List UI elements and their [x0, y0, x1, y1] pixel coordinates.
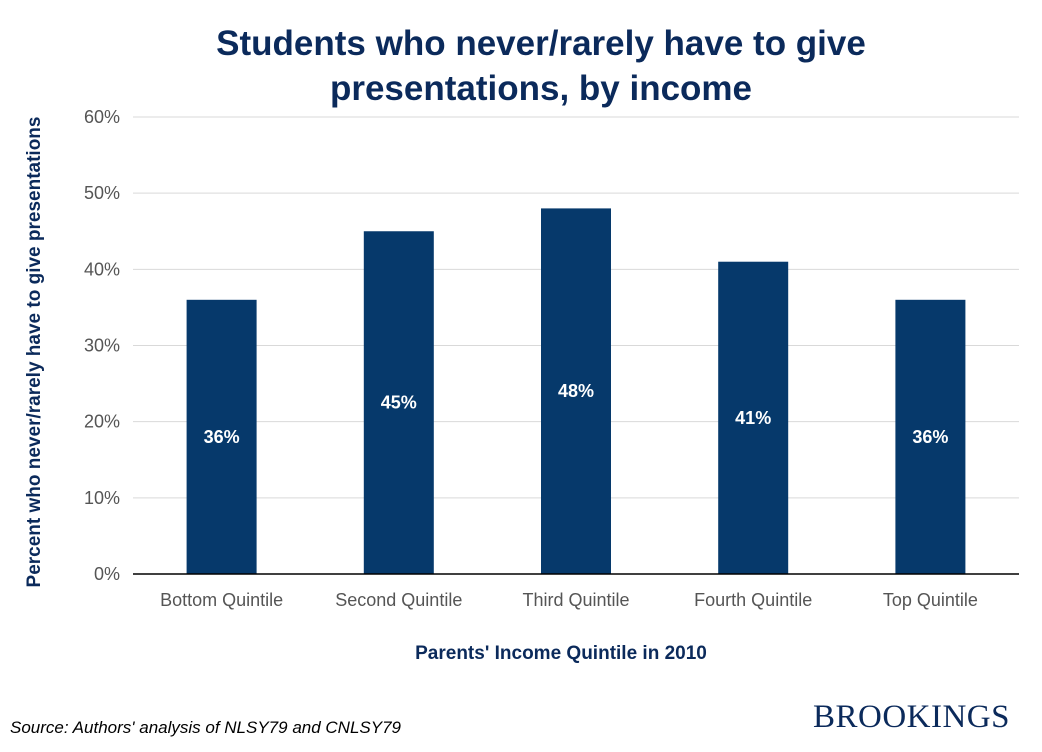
- data-label: 41%: [735, 408, 771, 428]
- bar: [541, 208, 611, 574]
- category-label: Fourth Quintile: [694, 590, 812, 610]
- y-tick-label: 60%: [84, 107, 120, 127]
- y-tick-label: 20%: [84, 412, 120, 432]
- chart-title-line-1: Students who never/rarely have to give: [216, 24, 866, 63]
- chart-title-line-2: presentations, by income: [330, 69, 752, 108]
- y-tick-label: 40%: [84, 259, 120, 279]
- y-axis-label: Percent who never/rarely have to give pr…: [24, 117, 45, 588]
- y-tick-label: 50%: [84, 183, 120, 203]
- bar: [186, 299, 257, 574]
- y-tick-label: 0%: [94, 564, 120, 584]
- category-label: Top Quintile: [883, 590, 978, 610]
- source-note: Source: Authors' analysis of NLSY79 and …: [10, 718, 402, 737]
- bars: [186, 208, 966, 574]
- x-axis-categories: Bottom Quintile Second Quintile Third Quin…: [160, 590, 978, 610]
- category-label: Bottom Quintile: [160, 590, 283, 610]
- y-axis-ticks: 0% 10% 20% 30% 40% 50% 60%: [84, 107, 120, 584]
- bar: [895, 299, 966, 574]
- brookings-logo: BROOKINGS: [813, 699, 1010, 735]
- category-label: Second Quintile: [335, 590, 462, 610]
- bar: [718, 261, 789, 574]
- x-axis-label: Parents' Income Quintile in 2010: [415, 643, 707, 664]
- data-labels: 36% 45% 48% 41% 36%: [204, 381, 949, 447]
- y-tick-label: 30%: [84, 336, 120, 356]
- data-label: 36%: [912, 427, 948, 447]
- category-label: Third Quintile: [522, 590, 629, 610]
- y-tick-label: 10%: [84, 488, 120, 508]
- bar: [363, 231, 434, 574]
- data-label: 36%: [204, 427, 240, 447]
- data-label: 45%: [381, 393, 417, 413]
- data-label: 48%: [558, 381, 594, 401]
